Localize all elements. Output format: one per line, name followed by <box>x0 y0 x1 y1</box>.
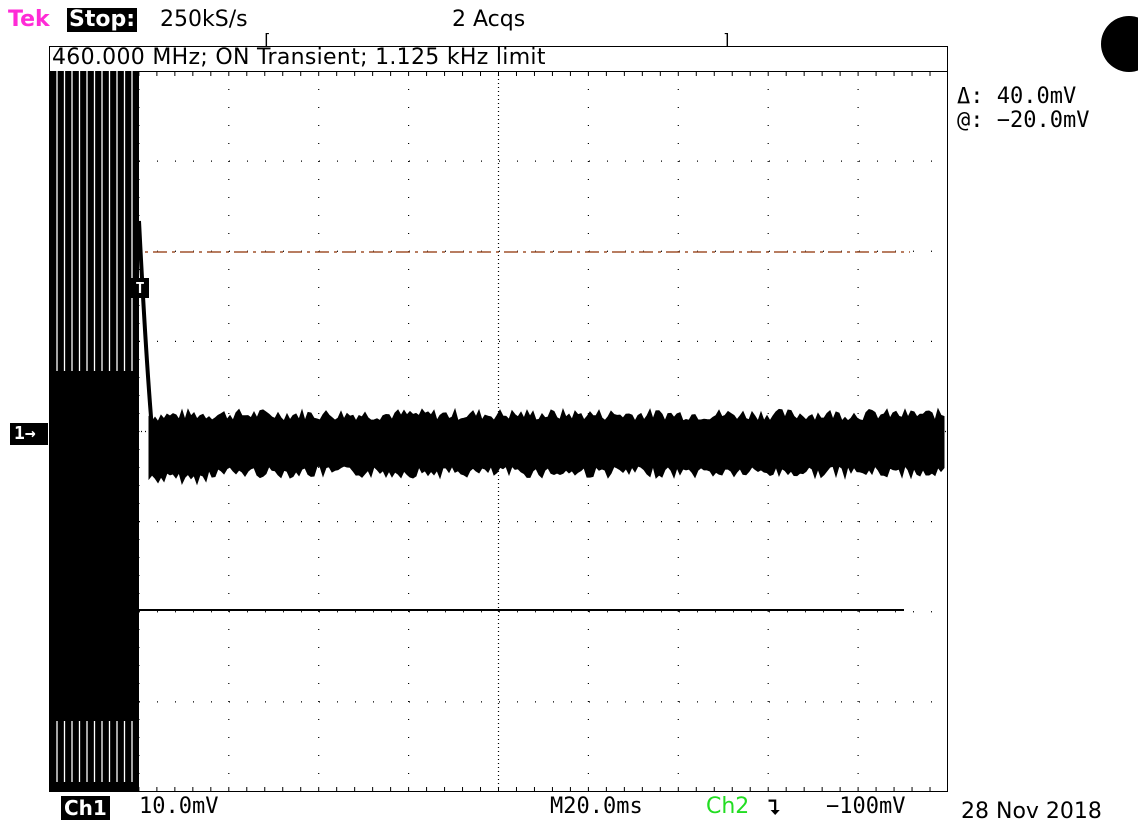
ch1-label[interactable]: Ch1 <box>61 796 110 820</box>
trigger-source-label: Ch2 <box>706 794 750 819</box>
cursor-delta-readout: Δ: 40.0mV <box>957 84 1077 109</box>
acquisition-count: 2 Acqs <box>452 7 526 32</box>
trigger-window-left-bracket: [ <box>262 30 272 49</box>
ch1-scale-readout: 10.0mV <box>139 794 219 819</box>
menu-off-icon[interactable] <box>1101 16 1138 72</box>
cursor-position-readout: @: −20.0mV <box>957 108 1090 133</box>
run-state-badge[interactable]: Stop: <box>67 7 138 32</box>
caption-box <box>49 46 948 71</box>
trigger-window-right-bracket: ] <box>722 30 732 49</box>
date-stamp: 28 Nov 2018 <box>961 799 1102 824</box>
falling-edge-icon: ⮧ <box>768 795 780 819</box>
sample-rate-readout: 250kS/s <box>160 7 248 32</box>
ch1-noise-band <box>148 407 945 486</box>
timebase-readout: M20.0ms <box>550 794 643 819</box>
ch1-decay-trace <box>137 220 155 438</box>
waveform-display <box>49 71 948 792</box>
trigger-position-marker[interactable]: T <box>131 278 149 298</box>
brand-logo: Tek <box>8 7 50 32</box>
trigger-level-readout: −100mV <box>826 794 906 819</box>
caption-text: 460.000 MHz; ON Transient; 1.125 kHz lim… <box>52 45 546 70</box>
ch1-ground-marker[interactable]: 1→ <box>10 423 48 445</box>
scope-screen <box>49 71 948 792</box>
